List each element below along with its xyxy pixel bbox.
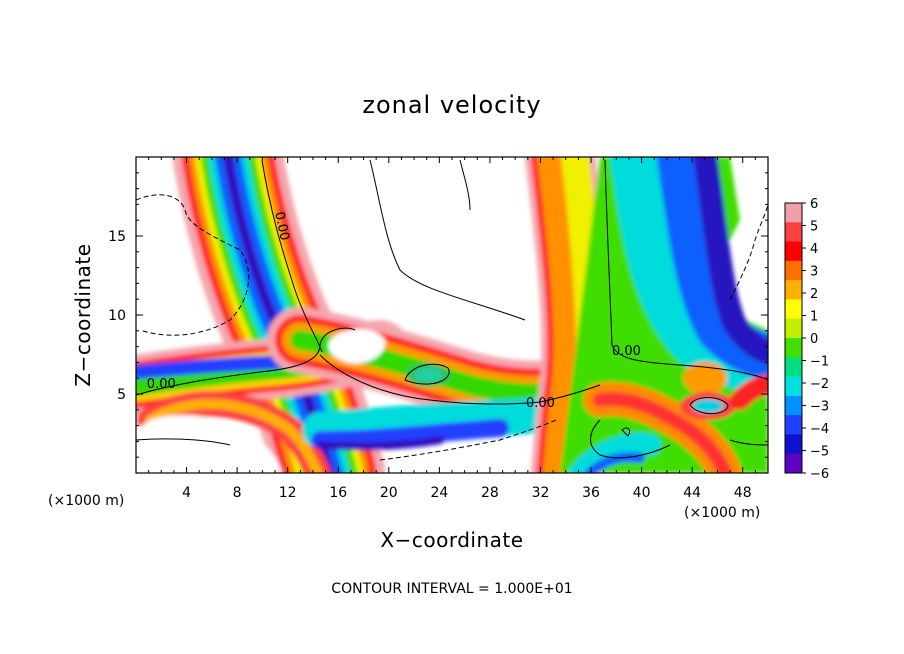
velocity-field <box>136 157 768 473</box>
x-tick-label: 24 <box>430 485 448 501</box>
y-tick-label: 5 <box>117 387 126 403</box>
contour-label-text: 0.00 <box>271 210 292 241</box>
colorbar-swatch <box>785 203 802 223</box>
contour-label-text: 0.00 <box>147 377 176 392</box>
x-tick-label: 32 <box>532 485 550 501</box>
colorbar-tick-label: −3 <box>810 400 829 415</box>
x-tick-label: 20 <box>380 485 398 501</box>
colorbar-swatch <box>785 280 802 300</box>
colorbar-tick-label: 5 <box>810 220 818 235</box>
x-tick-label: 16 <box>329 485 347 501</box>
x-tick-label: 12 <box>279 485 297 501</box>
colorbar-tick-label: −2 <box>810 377 829 392</box>
colorbar-swatch <box>785 453 802 474</box>
colorbar-swatch <box>785 318 802 339</box>
colorbar-swatch <box>785 376 802 397</box>
colorbar-swatch <box>785 241 802 262</box>
contour-label: 0.00 <box>526 396 555 411</box>
colorbar-tick-label: 2 <box>810 287 818 302</box>
contour-interval-note: CONTOUR INTERVAL = 1.000E+01 <box>331 581 572 597</box>
colorbar-swatch <box>785 395 802 416</box>
x-tick-label: 4 <box>182 485 191 501</box>
colorbar-tick-label: −6 <box>810 467 829 482</box>
colorbar-tick-label: 4 <box>810 242 818 257</box>
contour-label: 0.00 <box>271 210 292 241</box>
x-axis-label: X−coordinate <box>380 528 523 552</box>
colorbar-tick-label: −5 <box>810 445 829 460</box>
x-units-right: (×1000 m) <box>684 505 760 521</box>
colorbar-tick-label: −1 <box>810 355 829 370</box>
colorbar-tick-label: 0 <box>810 332 818 347</box>
contour-label: 0.00 <box>147 377 176 392</box>
colorbar-swatch <box>785 434 802 455</box>
colorbar-swatch <box>785 260 802 281</box>
x-tick-label: 44 <box>683 485 701 501</box>
contour-labels: 0.00 0.00 0.00 0.00 <box>147 210 641 411</box>
y-tick-label: 10 <box>108 308 126 324</box>
x-tick-label: 36 <box>582 485 600 501</box>
y-axis-label: Z−coordinate <box>71 243 95 386</box>
contour-label-text: 0.00 <box>612 344 641 359</box>
x-axis-ticks: 4 8 12 16 20 24 28 32 36 40 44 48 <box>148 157 756 501</box>
colorbar-tick-label: 3 <box>810 265 818 280</box>
colorbar-tick-label: 6 <box>810 197 818 212</box>
y-axis-ticks: 5 10 15 <box>108 172 768 458</box>
colorbar-swatch <box>785 338 802 358</box>
x-tick-label: 28 <box>481 485 499 501</box>
contour-label: 0.00 <box>612 344 641 359</box>
y-tick-label: 15 <box>108 229 126 245</box>
colorbar-tick-label: −4 <box>810 422 829 437</box>
colorbar: 6 5 4 3 2 1 0 −1 −2 −3 −4 −5 −6 <box>784 197 829 482</box>
x-units-left: (×1000 m) <box>48 493 124 509</box>
contour-label-text: 0.00 <box>526 396 555 411</box>
x-tick-label: 8 <box>233 485 242 501</box>
colorbar-swatch <box>785 222 802 243</box>
x-tick-label: 40 <box>633 485 651 501</box>
contour-lines <box>136 159 768 461</box>
x-tick-label: 48 <box>734 485 752 501</box>
colorbar-swatch <box>785 357 802 378</box>
colorbar-swatch <box>785 299 802 320</box>
chart-title: zonal velocity <box>362 91 541 119</box>
colorbar-tick-label: 1 <box>810 310 818 325</box>
colorbar-swatch <box>785 415 802 435</box>
